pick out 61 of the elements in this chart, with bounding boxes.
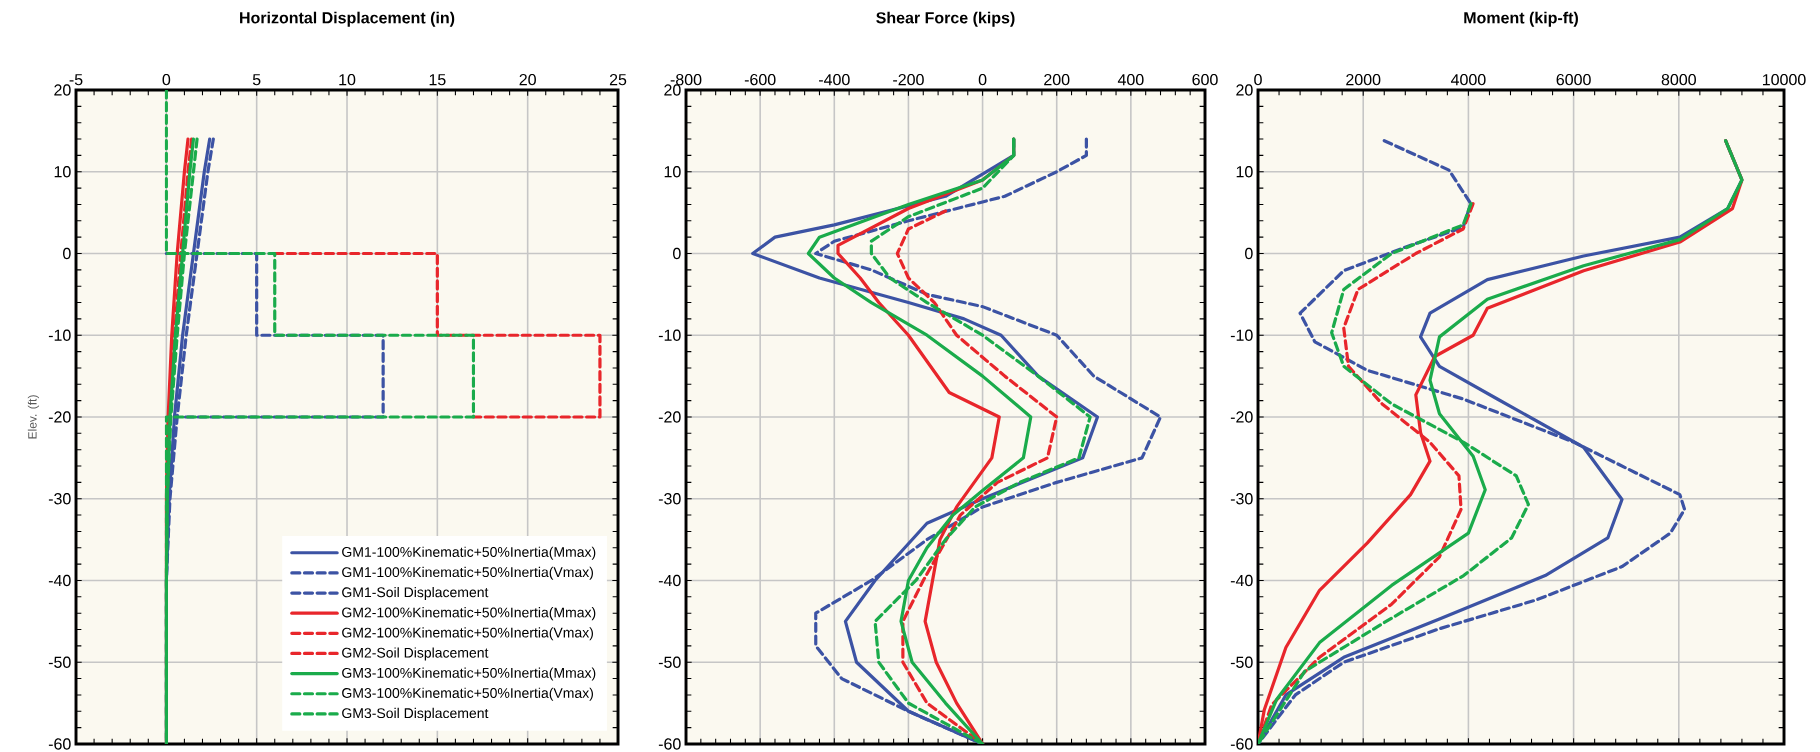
y-tick-label: -30	[1230, 493, 1253, 505]
y-tick-label: -10	[1230, 329, 1253, 341]
chart-title: Shear Force (kips)	[876, 11, 1015, 27]
y-tick-label: -10	[48, 329, 71, 341]
x-tick-label: 6000	[1556, 73, 1591, 86]
y-tick-label: -20	[658, 411, 681, 423]
x-tick-label: 2000	[1346, 73, 1381, 86]
y-tick-label: -40	[48, 574, 71, 587]
y-tick-label: -40	[1230, 574, 1253, 587]
x-tick-label: -5	[69, 74, 83, 86]
x-tick-label: 20	[519, 73, 536, 86]
y-axis-title: Elev. (ft)	[27, 395, 40, 439]
chart-title: Horizontal Displacement (in)	[240, 11, 455, 27]
y-tick-label: -60	[48, 738, 71, 750]
y-tick-label: 10	[664, 166, 681, 178]
x-tick-label: 25	[609, 73, 627, 86]
x-tick-label: -400	[818, 73, 850, 86]
x-tick-label: 0	[978, 73, 987, 86]
y-tick-label: -30	[48, 493, 71, 505]
x-tick-label: 0	[162, 73, 171, 86]
x-tick-label: 400	[1117, 73, 1144, 86]
legend-label: GM2-100%Kinematic+50%Inertia(Vmax)	[342, 627, 593, 641]
y-tick-label: -50	[1230, 656, 1253, 668]
x-tick-label: 10	[339, 73, 356, 86]
y-tick-label: -10	[658, 329, 681, 341]
y-tick-label: 0	[1245, 247, 1253, 260]
x-tick-label: -200	[893, 73, 924, 86]
y-tick-label: -60	[1230, 738, 1253, 750]
y-tick-label: -60	[658, 738, 681, 750]
legend-label: GM3-100%Kinematic+50%Inertia(Mmax)	[342, 667, 596, 681]
x-tick-label: 200	[1044, 73, 1070, 86]
x-tick-label: 0	[1254, 73, 1262, 86]
y-tick-label: 20	[1236, 84, 1253, 96]
y-tick-label: 20	[664, 84, 681, 96]
x-tick-label: 10000	[1762, 73, 1806, 86]
y-tick-label: 0	[63, 247, 71, 260]
legend-label: GM2-100%Kinematic+50%Inertia(Mmax)	[342, 607, 596, 621]
x-tick-label: 4000	[1450, 73, 1486, 86]
y-tick-label: 0	[673, 247, 681, 260]
x-tick-label: 15	[429, 74, 446, 86]
legend-label: GM1-100%Kinematic+50%Inertia(Mmax)	[342, 546, 596, 560]
legend-label: GM1-100%Kinematic+50%Inertia(Vmax)	[342, 566, 593, 580]
legend-label: GM1-Soil Displacement	[342, 586, 489, 601]
y-tick-label: -40	[658, 574, 681, 587]
y-tick-label: -50	[48, 656, 71, 668]
x-tick-label: 600	[1192, 73, 1218, 86]
x-tick-label: 8000	[1661, 73, 1696, 86]
y-tick-label: 10	[1236, 166, 1253, 178]
y-tick-label: -20	[48, 411, 71, 423]
x-tick-label: -800	[670, 73, 702, 86]
y-tick-label: 10	[54, 166, 71, 178]
x-tick-label: 5	[252, 74, 261, 86]
x-tick-label: -600	[744, 73, 776, 86]
legend-label: GM2-Soil Displacement	[342, 647, 489, 661]
legend-label: GM3-Soil Displacement	[342, 707, 489, 721]
chart-title: Moment (kip-ft)	[1464, 11, 1578, 27]
y-tick-label: -50	[658, 656, 681, 668]
y-tick-label: -20	[1230, 411, 1253, 423]
y-tick-label: -30	[658, 493, 681, 505]
legend-label: GM3-100%Kinematic+50%Inertia(Vmax)	[342, 687, 593, 701]
y-tick-label: 20	[54, 84, 71, 96]
